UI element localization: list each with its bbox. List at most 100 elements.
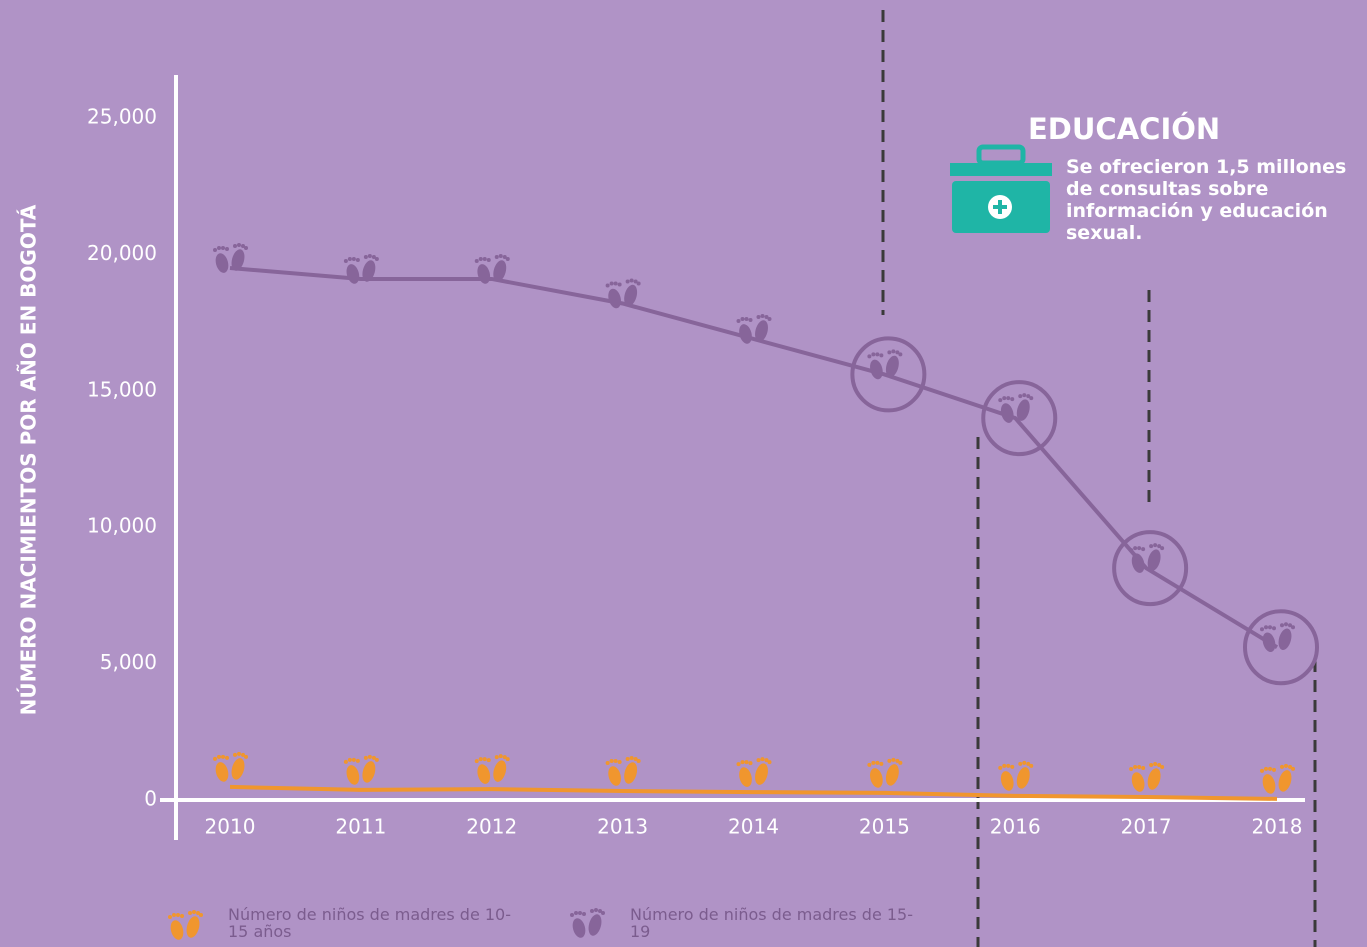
toe (898, 352, 903, 357)
legend-label: Número de niños de madres de 15-19 (630, 905, 914, 941)
toe (1291, 625, 1295, 630)
foot (1000, 403, 1014, 423)
toe (1022, 393, 1027, 398)
toe (241, 752, 245, 757)
toe (590, 909, 594, 913)
foot (885, 355, 899, 378)
toe (1153, 543, 1158, 548)
toe (1160, 546, 1165, 551)
foot (1278, 628, 1292, 650)
point-icon (1260, 622, 1295, 653)
x-tick-label: 2011 (335, 815, 386, 839)
toe (756, 758, 761, 763)
toe (998, 765, 1003, 770)
toe (633, 279, 638, 284)
legend-label: Número de niños de madres de 10-15 años (228, 905, 512, 941)
toe (625, 756, 630, 761)
toe (895, 350, 900, 355)
toe (482, 256, 487, 261)
toe (351, 757, 356, 762)
toe (1018, 761, 1023, 766)
highlight-ring (1112, 530, 1189, 607)
toe (605, 760, 610, 765)
toe (498, 754, 503, 759)
toe (1026, 394, 1031, 399)
foot (739, 324, 752, 344)
point-icon (736, 313, 772, 344)
toe (1010, 397, 1015, 402)
toe (1157, 544, 1162, 549)
foot (1131, 553, 1145, 573)
y-tick-label: 20,000 (87, 241, 157, 265)
toe (879, 353, 884, 358)
toe (1006, 763, 1011, 768)
foot (1000, 771, 1014, 791)
point-icon (605, 278, 641, 309)
y-axis-label: NÚMERO NACIMIENTOS POR AÑO EN BOGOTÁ (17, 204, 41, 715)
y-tick-label: 15,000 (87, 377, 157, 401)
toe (767, 316, 772, 321)
toe (494, 254, 499, 259)
toe (363, 254, 368, 259)
x-tick-label: 2013 (597, 815, 648, 839)
toe (613, 281, 618, 286)
toe (1141, 547, 1146, 552)
toe (172, 913, 176, 917)
toe (233, 752, 237, 757)
toe (1026, 761, 1031, 766)
toe (609, 281, 614, 286)
toe (1010, 764, 1015, 769)
toe (192, 910, 196, 914)
foot (1016, 399, 1030, 421)
toe (1133, 546, 1138, 551)
toe (494, 755, 499, 760)
toe (367, 754, 372, 759)
toe (1141, 765, 1146, 770)
point-icon (343, 754, 379, 785)
point-icon (1129, 761, 1165, 792)
toe (1284, 763, 1288, 768)
highlight-ring (981, 380, 1058, 457)
toe (875, 760, 880, 765)
toe (1272, 767, 1276, 772)
toe (180, 914, 184, 918)
toe (374, 757, 379, 762)
toe (347, 256, 352, 261)
toe (367, 253, 372, 258)
toe (1288, 764, 1292, 769)
toe (244, 754, 248, 759)
toe (1002, 763, 1007, 768)
toe (633, 756, 638, 761)
toe (1137, 764, 1142, 769)
toe (570, 913, 574, 917)
toe (1129, 548, 1134, 553)
toe (582, 912, 586, 916)
toe (629, 278, 634, 283)
foot (624, 284, 638, 307)
toe (505, 757, 510, 762)
toe (221, 754, 225, 759)
foot (362, 260, 376, 282)
toe (199, 913, 203, 917)
point-icon (867, 757, 903, 788)
x-tick-label: 2014 (728, 815, 779, 839)
foot (739, 767, 752, 787)
toe (196, 911, 200, 915)
toe (371, 254, 376, 259)
toe (168, 915, 172, 919)
toe (740, 760, 745, 765)
point-icon (343, 253, 379, 284)
toe (482, 757, 487, 762)
toe (237, 243, 241, 248)
foot (493, 260, 507, 282)
toe (867, 762, 872, 767)
toe (1160, 764, 1165, 769)
toe (617, 759, 622, 764)
medical-kit-icon (950, 144, 1052, 233)
toe (498, 253, 503, 258)
foot (215, 762, 229, 782)
foot (608, 288, 621, 309)
point-icon (1260, 763, 1295, 794)
toe (351, 256, 356, 261)
